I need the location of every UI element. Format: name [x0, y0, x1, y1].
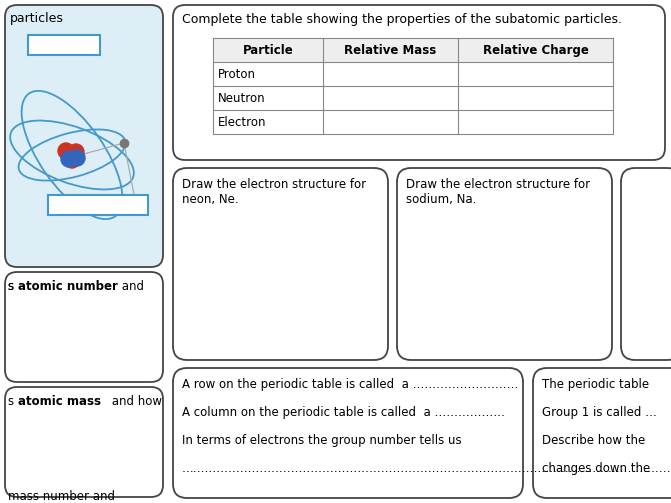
FancyBboxPatch shape: [5, 5, 163, 267]
Text: Draw the electron structure for
sodium, Na.: Draw the electron structure for sodium, …: [406, 178, 590, 206]
Text: ……………………………………………………………………………………………………………………: ……………………………………………………………………………………………………………: [182, 462, 671, 475]
Text: Draw the electron structure for
neon, Ne.: Draw the electron structure for neon, Ne…: [182, 178, 366, 206]
Text: The periodic table: The periodic table: [542, 378, 649, 391]
FancyBboxPatch shape: [397, 168, 612, 360]
FancyBboxPatch shape: [28, 35, 100, 55]
Text: Proton: Proton: [218, 67, 256, 80]
FancyBboxPatch shape: [5, 387, 163, 497]
Text: Complete the table showing the properties of the subatomic particles.: Complete the table showing the propertie…: [182, 13, 622, 26]
FancyBboxPatch shape: [533, 368, 671, 498]
Text: A column on the periodic table is called  a ………………: A column on the periodic table is called…: [182, 406, 505, 419]
Text: Relative Mass: Relative Mass: [344, 43, 437, 56]
FancyBboxPatch shape: [173, 168, 388, 360]
Text: Particle: Particle: [243, 43, 293, 56]
Circle shape: [68, 144, 84, 160]
Text: changes down the: changes down the: [542, 462, 650, 475]
Text: particles: particles: [10, 12, 64, 25]
Text: A row on the periodic table is called  a ………………………: A row on the periodic table is called a …: [182, 378, 519, 391]
Text: In terms of electrons the group number tells us: In terms of electrons the group number t…: [182, 434, 462, 447]
Text: s: s: [8, 280, 18, 293]
Circle shape: [61, 151, 77, 167]
Text: s: s: [8, 395, 18, 408]
Text: mass number and: mass number and: [8, 490, 115, 503]
Circle shape: [69, 150, 85, 166]
Text: Electron: Electron: [218, 116, 266, 128]
FancyBboxPatch shape: [173, 368, 523, 498]
Text: s: s: [8, 280, 18, 293]
Circle shape: [58, 143, 74, 159]
Text: Relative Charge: Relative Charge: [482, 43, 588, 56]
Text: Group 1 is called …: Group 1 is called …: [542, 406, 657, 419]
Text: and: and: [118, 280, 144, 293]
FancyBboxPatch shape: [621, 168, 671, 360]
Text: atomic mass: atomic mass: [18, 395, 101, 408]
FancyBboxPatch shape: [173, 5, 665, 160]
Text: atomic number: atomic number: [18, 280, 118, 293]
Text: and how: and how: [108, 395, 162, 408]
Text: Neutron: Neutron: [218, 92, 266, 105]
FancyBboxPatch shape: [48, 195, 148, 215]
FancyBboxPatch shape: [5, 272, 163, 382]
Bar: [213, 38, 613, 62]
Circle shape: [64, 152, 80, 168]
Text: Describe how the: Describe how the: [542, 434, 646, 447]
